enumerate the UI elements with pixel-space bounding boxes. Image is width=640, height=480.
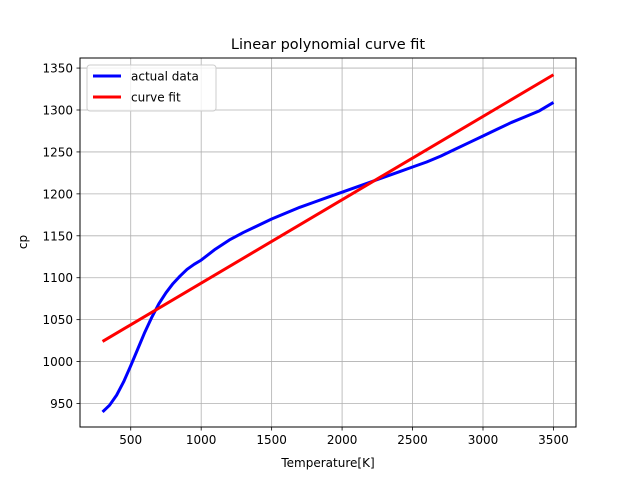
x-tick-label: 2500 (397, 433, 428, 447)
x-tick-label: 3000 (468, 433, 499, 447)
plot-frame (79, 57, 577, 428)
x-axis: 500 1000 1500 2000 2500 3000 3500 (119, 427, 569, 447)
x-tick-label: 1000 (186, 433, 217, 447)
legend-label-2: curve fit (131, 91, 181, 105)
y-axis: 950 1000 1050 1100 1150 1200 1250 1300 1350 (42, 62, 80, 411)
y-axis-label: cp (16, 235, 30, 249)
series-line-1 (101, 101, 555, 413)
y-tick-label: 1000 (42, 355, 73, 369)
legend-label-1: actual data (131, 70, 199, 84)
y-tick-label: 1250 (42, 145, 73, 159)
series-line-2 (101, 73, 555, 343)
x-tick-label: 1500 (256, 433, 287, 447)
y-tick-label: 950 (50, 397, 73, 411)
y-tick-label: 1200 (42, 187, 73, 201)
y-tick-label: 1300 (42, 103, 73, 117)
series-group (101, 73, 555, 413)
x-tick-label: 3500 (538, 433, 569, 447)
grid (80, 58, 576, 427)
y-tick-label: 1050 (42, 313, 73, 327)
y-tick-label: 1150 (42, 229, 73, 243)
y-tick-label: 1350 (42, 62, 73, 76)
x-axis-label: Temperature[K] (280, 456, 374, 470)
x-tick-label: 500 (119, 433, 142, 447)
legend: actual data curve fit (86, 64, 217, 112)
chart-title: Linear polynomial curve fit (231, 37, 425, 53)
y-tick-label: 1100 (42, 271, 73, 285)
x-tick-label: 2000 (327, 433, 358, 447)
